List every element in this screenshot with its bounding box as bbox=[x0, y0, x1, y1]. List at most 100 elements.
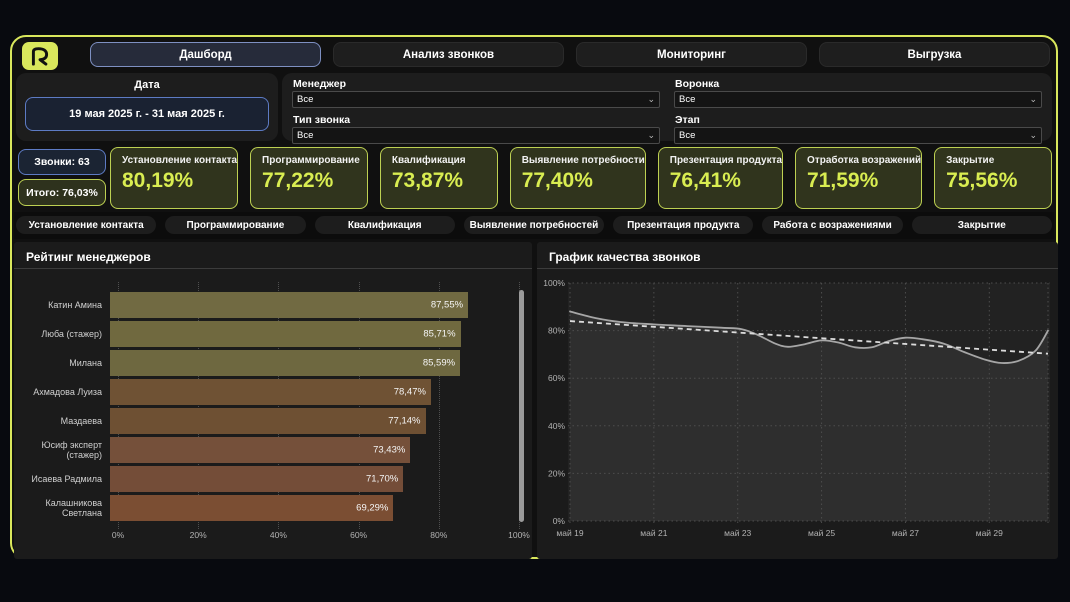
stage-button-label: Установление контакта bbox=[28, 219, 144, 231]
bar-value-label: 85,59% bbox=[422, 357, 456, 369]
kpi-value: 75,56% bbox=[946, 169, 1018, 192]
y-axis-tick-label: 40% bbox=[548, 421, 565, 431]
kpi-card-6: Отработка возражений 71,59% bbox=[795, 147, 923, 209]
date-range-button[interactable]: 19 мая 2025 г. - 31 мая 2025 г. bbox=[25, 97, 269, 131]
bar[interactable]: 69,29% bbox=[110, 495, 394, 521]
kpi-label: Выявление потребности bbox=[521, 155, 645, 166]
stage-button-label: Закрытие bbox=[957, 219, 1006, 231]
selected-value: Все bbox=[679, 130, 696, 141]
kpi-card-2: Программирование 77,22% bbox=[250, 147, 368, 209]
bar-axis-label: 80% bbox=[430, 530, 448, 540]
bar-category-label: Калашникова Светлана bbox=[45, 498, 102, 518]
kpi-value: 80,19% bbox=[122, 169, 194, 192]
manager-filter-label: Менеджер bbox=[293, 78, 346, 90]
app-logo bbox=[22, 42, 58, 70]
bar-row: Катин Амина 87,55% bbox=[22, 292, 519, 318]
selected-value: Все bbox=[297, 94, 314, 105]
bar-value-label: 85,71% bbox=[423, 328, 456, 340]
bar-value-label: 73,43% bbox=[373, 444, 406, 456]
selected-value: Все bbox=[679, 94, 696, 105]
bar-value-label: 69,29% bbox=[356, 502, 389, 514]
bar-track: 87,55% bbox=[110, 292, 519, 318]
stage-button-6[interactable]: Работа с возражениями bbox=[762, 216, 903, 234]
call-type-filter-select[interactable]: Все ⌄ bbox=[292, 127, 660, 144]
y-axis-tick-label: 100% bbox=[543, 278, 565, 288]
stage-button-7[interactable]: Закрытие bbox=[911, 216, 1052, 234]
stage-button-label: Работа с возражениями bbox=[773, 219, 892, 231]
bar-axis-label: 20% bbox=[189, 530, 207, 540]
tab-dashboard[interactable]: Дашборд bbox=[90, 42, 321, 67]
bar[interactable]: 85,71% bbox=[110, 321, 461, 347]
call-quality-title: График качества звонков bbox=[549, 250, 701, 264]
bar-axis-label: 0% bbox=[111, 530, 125, 540]
manager-filter-select[interactable]: Все ⌄ bbox=[292, 91, 660, 108]
date-filter-title: Дата bbox=[134, 79, 160, 91]
bar-category-label: Милана bbox=[69, 358, 102, 368]
kpi-value: 77,40% bbox=[521, 169, 593, 192]
bar-category-label: Исаева Радмила bbox=[31, 474, 102, 484]
panel-divider bbox=[14, 268, 532, 269]
stage-button-row: Установление контакта Программирование Ква… bbox=[16, 216, 1052, 234]
kpi-card-5: Презентация продукта 76,41% bbox=[657, 147, 784, 209]
quality-area bbox=[570, 311, 1048, 521]
chevron-down-icon: ⌄ bbox=[647, 94, 655, 104]
bar-track: 77,14% bbox=[110, 408, 519, 434]
bar-category-label: Юсиф эксперт (стажер) bbox=[41, 440, 102, 460]
date-filter-panel: Дата 19 мая 2025 г. - 31 мая 2025 г. bbox=[16, 73, 278, 141]
kpi-label: Презентация продукта bbox=[669, 155, 783, 166]
chevron-down-icon: ⌄ bbox=[1029, 94, 1037, 104]
stage-button-label: Квалификация bbox=[347, 219, 422, 231]
total-score-chip: Итого: 76,03% bbox=[18, 179, 106, 206]
bar[interactable]: 87,55% bbox=[110, 292, 469, 318]
x-axis-tick-label: май 25 bbox=[808, 528, 835, 538]
bar-row: Калашникова Светлана 69,29% bbox=[22, 495, 519, 521]
y-axis-tick-label: 80% bbox=[548, 326, 565, 336]
bar-row: Милана 85,59% bbox=[22, 350, 519, 376]
kpi-value: 73,87% bbox=[391, 169, 464, 192]
managers-rating-panel: Рейтинг менеджеров Катин Амина 87,55% Люба… bbox=[14, 242, 532, 559]
bar[interactable]: 73,43% bbox=[110, 437, 411, 463]
y-axis-tick-label: 60% bbox=[548, 373, 565, 383]
bar-track: 85,71% bbox=[110, 321, 519, 347]
selected-value: Все bbox=[297, 130, 314, 141]
tab-export[interactable]: Выгрузка bbox=[819, 42, 1050, 67]
bar-category-label: Ахмадова Луиза bbox=[33, 387, 102, 397]
stage-filter-select[interactable]: Все ⌄ bbox=[674, 127, 1042, 144]
kpi-value: 71,59% bbox=[807, 169, 879, 192]
bar-axis-label: 100% bbox=[508, 530, 530, 540]
funnel-filter-select[interactable]: Все ⌄ bbox=[674, 91, 1042, 108]
trend-line bbox=[569, 320, 1049, 355]
kpi-label: Программирование bbox=[262, 155, 360, 166]
tab-label: Дашборд bbox=[179, 48, 232, 61]
stage-button-3[interactable]: Квалификация bbox=[314, 216, 455, 234]
manager-filter: Менеджер Все ⌄ bbox=[292, 76, 660, 110]
stage-button-2[interactable]: Программирование bbox=[165, 216, 306, 234]
funnel-filter-label: Воронка bbox=[675, 78, 720, 90]
kpi-value: 77,22% bbox=[262, 169, 334, 192]
bar-row: Ахмадова Луиза 78,47% bbox=[22, 379, 519, 405]
stage-button-1[interactable]: Установление контакта bbox=[16, 216, 157, 234]
bar[interactable]: 85,59% bbox=[110, 350, 461, 376]
tab-monitoring[interactable]: Мониторинг bbox=[576, 42, 807, 67]
bar-track: 71,70% bbox=[110, 466, 519, 492]
bar-value-label: 77,14% bbox=[388, 415, 421, 427]
date-range-value: 19 мая 2025 г. - 31 мая 2025 г. bbox=[69, 108, 225, 120]
call-type-filter: Тип звонка Все ⌄ bbox=[292, 112, 660, 146]
bar-axis-label: 60% bbox=[350, 530, 368, 540]
bar[interactable]: 78,47% bbox=[110, 379, 431, 405]
tab-label: Анализ звонков bbox=[402, 48, 495, 61]
stage-button-4[interactable]: Выявление потребностей bbox=[463, 216, 605, 234]
bar-grid-line bbox=[278, 282, 280, 529]
tab-call-analysis[interactable]: Анализ звонков bbox=[333, 42, 564, 67]
stage-filter: Этап Все ⌄ bbox=[674, 112, 1042, 146]
funnel-filter: Воронка Все ⌄ bbox=[674, 76, 1042, 110]
stage-filter-label: Этап bbox=[675, 114, 700, 126]
bar[interactable]: 71,70% bbox=[110, 466, 404, 492]
x-axis-tick-label: май 29 bbox=[976, 528, 1003, 538]
dashboard-frame: Дашборд Анализ звонков Мониторинг Выгрузка … bbox=[10, 35, 1058, 559]
bar[interactable]: 77,14% bbox=[110, 408, 426, 434]
stage-button-5[interactable]: Презентация продукта bbox=[613, 216, 754, 234]
scrollbar-thumb[interactable] bbox=[519, 290, 524, 522]
x-axis-tick-label: май 23 bbox=[724, 528, 751, 538]
